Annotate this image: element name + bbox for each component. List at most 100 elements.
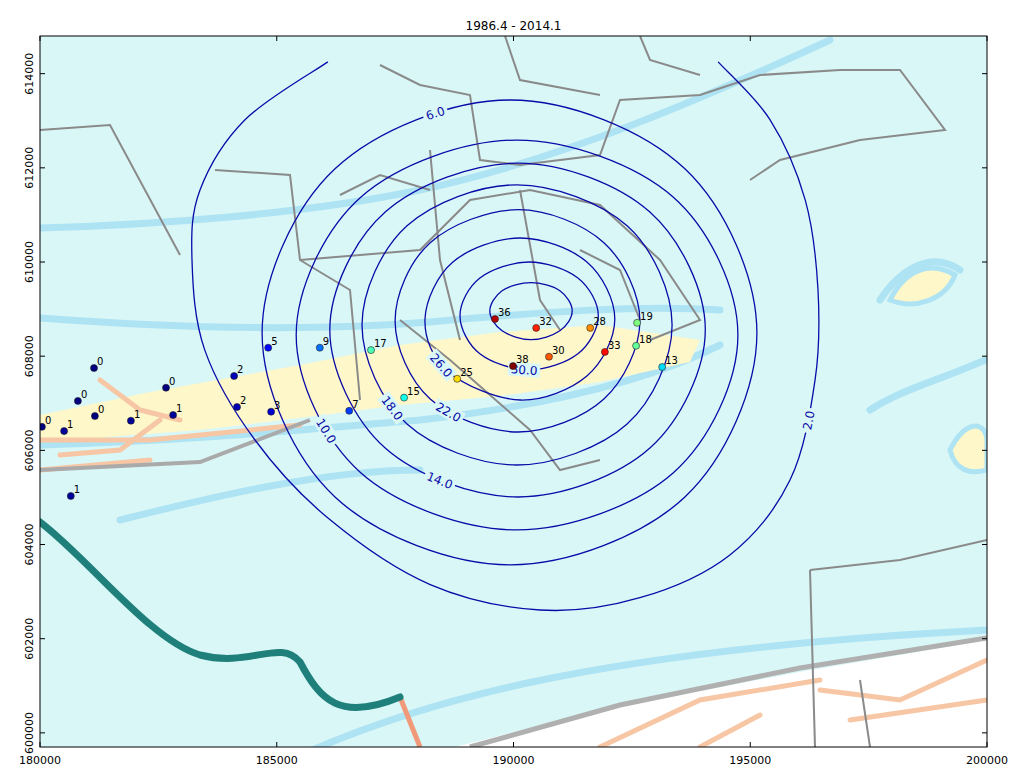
y-tick (40, 167, 45, 168)
chart-title: 1986.4 - 2014.1 (466, 19, 562, 33)
contour-line (490, 283, 572, 340)
map-channel (250, 630, 987, 747)
map-road (850, 700, 987, 720)
observation-points (40, 316, 666, 500)
x-tick (276, 742, 277, 747)
map-road (820, 660, 987, 700)
map-road (400, 697, 420, 747)
contour-label-group: 18.0 (377, 391, 408, 425)
map-outline (810, 570, 815, 747)
y-tick-label: 608000 (23, 335, 36, 377)
contour-label: 10.0 (313, 416, 339, 446)
point-label: 0 (169, 376, 175, 387)
map-road (700, 715, 760, 747)
map-channel (120, 470, 420, 520)
y-tick-label: 614000 (23, 53, 36, 95)
page: {"chart_data": { "type": "contour", "tit… (0, 0, 1024, 780)
contour-line (460, 262, 598, 370)
contour-label-background (421, 102, 449, 123)
x-tick-label: 195000 (729, 754, 771, 767)
point-label: 28 (593, 316, 606, 327)
point-label: 9 (323, 336, 329, 347)
point-labels: 011000101223597171525363238302833191813 (45, 307, 678, 495)
point-label: 17 (374, 338, 387, 349)
y-tick (40, 638, 45, 639)
map-island (40, 325, 700, 442)
contour-label-group: 2.0 (799, 407, 818, 434)
plot-frame (40, 36, 987, 747)
x-tick (40, 742, 41, 747)
contour-label-background (799, 407, 818, 434)
point-label: 0 (98, 404, 104, 415)
map-sandbank (950, 426, 987, 472)
map-sandbank (890, 268, 955, 304)
y-tick (982, 732, 987, 733)
point-label: 1 (134, 409, 140, 420)
y-tick (40, 732, 45, 733)
axes: 1800001850001900001950002000006000006020… (19, 36, 1008, 767)
map-outline (505, 36, 600, 95)
y-tick-label: 602000 (23, 618, 36, 660)
map-outline (400, 320, 600, 470)
point-label: 30 (552, 345, 565, 356)
point-label: 19 (640, 311, 653, 322)
y-tick (40, 262, 45, 263)
contour-line (362, 185, 672, 465)
map-outline (580, 250, 640, 320)
point-label: 2 (237, 364, 243, 375)
contour-labels: 2.06.010.014.018.022.026.030.0 (312, 102, 819, 493)
x-tick-label: 190000 (493, 754, 535, 767)
y-tick-label: 604000 (23, 524, 36, 566)
contour-label-group: 22.0 (431, 398, 466, 426)
point-label: 0 (81, 389, 87, 400)
contour-label: 22.0 (433, 400, 463, 425)
base-map (40, 36, 987, 747)
contour-label-group: 26.0 (425, 349, 457, 383)
point-label: 33 (608, 340, 621, 351)
contour-line (395, 210, 640, 432)
point-label: 0 (45, 415, 51, 426)
x-tick-label: 200000 (966, 754, 1008, 767)
contour-label-background (431, 398, 466, 426)
y-tick (40, 450, 45, 451)
x-tick-label: 180000 (19, 754, 61, 767)
y-tick-label: 606000 (23, 429, 36, 471)
contour-label: 26.0 (427, 351, 455, 380)
contour-label: 2.0 (800, 410, 817, 431)
map-road (600, 680, 820, 747)
map-outline (340, 175, 430, 195)
contour-label-group: 6.0 (421, 102, 449, 123)
map-river (40, 522, 400, 708)
map-outline (300, 190, 700, 340)
point-label: 15 (407, 386, 420, 397)
contour-line (425, 238, 615, 400)
contour-lines (192, 62, 819, 611)
point-label: 38 (516, 354, 529, 365)
y-tick (40, 73, 45, 74)
contour-line (192, 62, 819, 611)
contour-label-group: 10.0 (312, 413, 341, 448)
contour-line (296, 140, 738, 530)
point-label: 2 (240, 395, 246, 406)
contour-line (262, 100, 757, 565)
y-tick (982, 450, 987, 451)
y-tick (40, 544, 45, 545)
contour-label: 6.0 (424, 104, 446, 123)
point-label: 13 (665, 355, 678, 366)
x-tick (750, 742, 751, 747)
y-tick (982, 167, 987, 168)
contour-label-background (377, 391, 407, 425)
x-tick (987, 742, 988, 747)
contour-label-background (312, 413, 341, 448)
contour-label-background (422, 468, 457, 493)
x-tick (750, 36, 751, 41)
map-road (470, 638, 987, 747)
x-tick (987, 36, 988, 41)
y-tick (982, 638, 987, 639)
point-label: 1 (74, 484, 80, 495)
point-label: 36 (498, 307, 511, 318)
figure-background (0, 0, 1024, 780)
x-tick (513, 742, 514, 747)
y-tick-label: 600000 (23, 712, 36, 754)
map-channel (40, 308, 720, 327)
